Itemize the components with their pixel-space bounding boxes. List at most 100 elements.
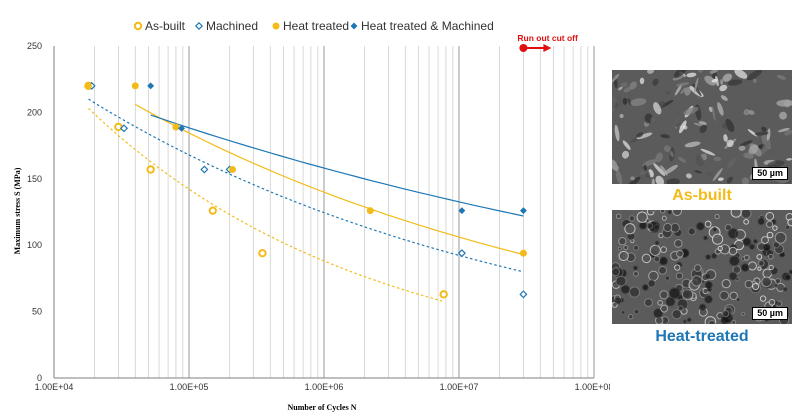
texture-dimple — [647, 279, 656, 288]
data-point — [178, 124, 185, 132]
texture-dimple — [768, 298, 776, 306]
texture-grain — [692, 83, 702, 97]
texture-grain — [673, 70, 687, 78]
texture-dimple — [624, 223, 636, 235]
legend-label: Heat treated — [283, 19, 349, 33]
run-out-annotation: Run out cut off — [517, 33, 578, 52]
texture-dimple — [644, 298, 653, 308]
data-point — [439, 290, 448, 299]
trend-line — [135, 103, 524, 256]
texture-grain — [743, 108, 750, 116]
texture-dimple — [636, 211, 648, 223]
texture-dimple — [730, 210, 742, 218]
texture-dimple — [638, 221, 648, 230]
texture-grain — [779, 111, 787, 120]
texture-dimple — [721, 279, 731, 289]
texture-dimple — [620, 284, 631, 295]
texture-dimple — [717, 245, 723, 252]
texture-grain — [717, 102, 724, 116]
texture-dimple — [728, 246, 738, 256]
texture-dimple — [702, 235, 709, 241]
texture-grain — [684, 141, 701, 148]
texture-dimple — [712, 227, 718, 232]
texture-grain — [726, 176, 733, 184]
texture-dimple — [766, 220, 774, 228]
texture-grain — [720, 79, 724, 85]
texture-dimple — [641, 253, 652, 264]
texture-grain — [679, 120, 687, 134]
texture-dimple — [658, 265, 667, 275]
texture-dimple — [774, 231, 787, 244]
axes — [53, 46, 594, 379]
texture-dimple — [704, 253, 712, 261]
texture-grain — [761, 126, 767, 132]
texture-grain — [669, 150, 674, 158]
texture-dimple — [742, 237, 752, 247]
texture-dimple — [632, 265, 639, 271]
texture-grain — [660, 134, 670, 139]
texture-grain — [627, 98, 632, 106]
texture-grain — [620, 82, 628, 88]
texture-grain — [639, 77, 645, 85]
texture-dimple — [675, 272, 684, 280]
texture-grain — [726, 139, 734, 148]
trend-lines — [88, 98, 524, 302]
data-point — [258, 248, 267, 258]
x-tick-label: 1.00E+04 — [35, 382, 74, 392]
data-point — [228, 166, 236, 174]
texture-grain — [675, 123, 681, 129]
texture-dimple — [788, 269, 792, 275]
texture-grain — [713, 156, 722, 162]
texture-dimple — [773, 283, 779, 288]
texture-dimple — [659, 256, 668, 266]
x-tick-label: 1.00E+07 — [440, 382, 479, 392]
texture-grain — [712, 168, 723, 182]
x-axis-label: Number of Cycles N — [288, 403, 357, 412]
texture-dimple — [646, 222, 654, 230]
texture-dimple — [752, 238, 758, 244]
texture-dimple — [628, 215, 636, 222]
texture-grain — [626, 176, 641, 184]
texture-dimple — [735, 297, 741, 302]
texture-grain — [684, 86, 691, 96]
legend-marker — [133, 21, 143, 31]
texture-grain — [630, 98, 647, 106]
texture-grain — [652, 78, 659, 86]
texture-grain — [618, 86, 623, 91]
texture-dimple — [633, 270, 639, 277]
texture-grain — [615, 169, 623, 184]
data-point — [457, 249, 466, 258]
texture-grain — [734, 70, 748, 79]
texture-dimple — [693, 264, 702, 272]
texture-grain — [612, 96, 616, 113]
texture-grain — [747, 129, 758, 137]
data-point — [172, 123, 180, 131]
texture-dimple — [695, 221, 705, 231]
texture-dimple — [628, 286, 641, 298]
texture-dimple — [761, 276, 772, 288]
tick-labels: 1.00E+04 1.00E+05 1.00E+06 1.00E+07 1.00E+08… — [27, 41, 610, 392]
texture-grain — [630, 176, 635, 181]
texture-grain — [746, 70, 762, 81]
texture-grain — [761, 139, 771, 154]
texture-grain — [653, 162, 666, 177]
texture-dimple — [674, 264, 681, 271]
texture-grain — [727, 79, 743, 86]
texture-dimple — [615, 275, 627, 287]
texture-grain — [622, 140, 631, 150]
texture-grain — [709, 70, 718, 74]
data-point — [200, 165, 209, 174]
legend-label: Machined — [206, 19, 258, 33]
data-point — [131, 82, 139, 90]
scale-bar: 50 µm — [752, 167, 788, 180]
texture-grain — [622, 97, 628, 105]
data-point — [519, 249, 527, 257]
texture-grain — [739, 140, 753, 147]
texture-dimple — [703, 294, 714, 304]
texture-dimple — [704, 220, 712, 228]
texture-grain — [651, 178, 655, 184]
texture-grain — [653, 102, 662, 115]
texture-dimple — [772, 225, 778, 231]
texture-dimple — [729, 291, 738, 301]
texture-dimple — [648, 270, 659, 282]
